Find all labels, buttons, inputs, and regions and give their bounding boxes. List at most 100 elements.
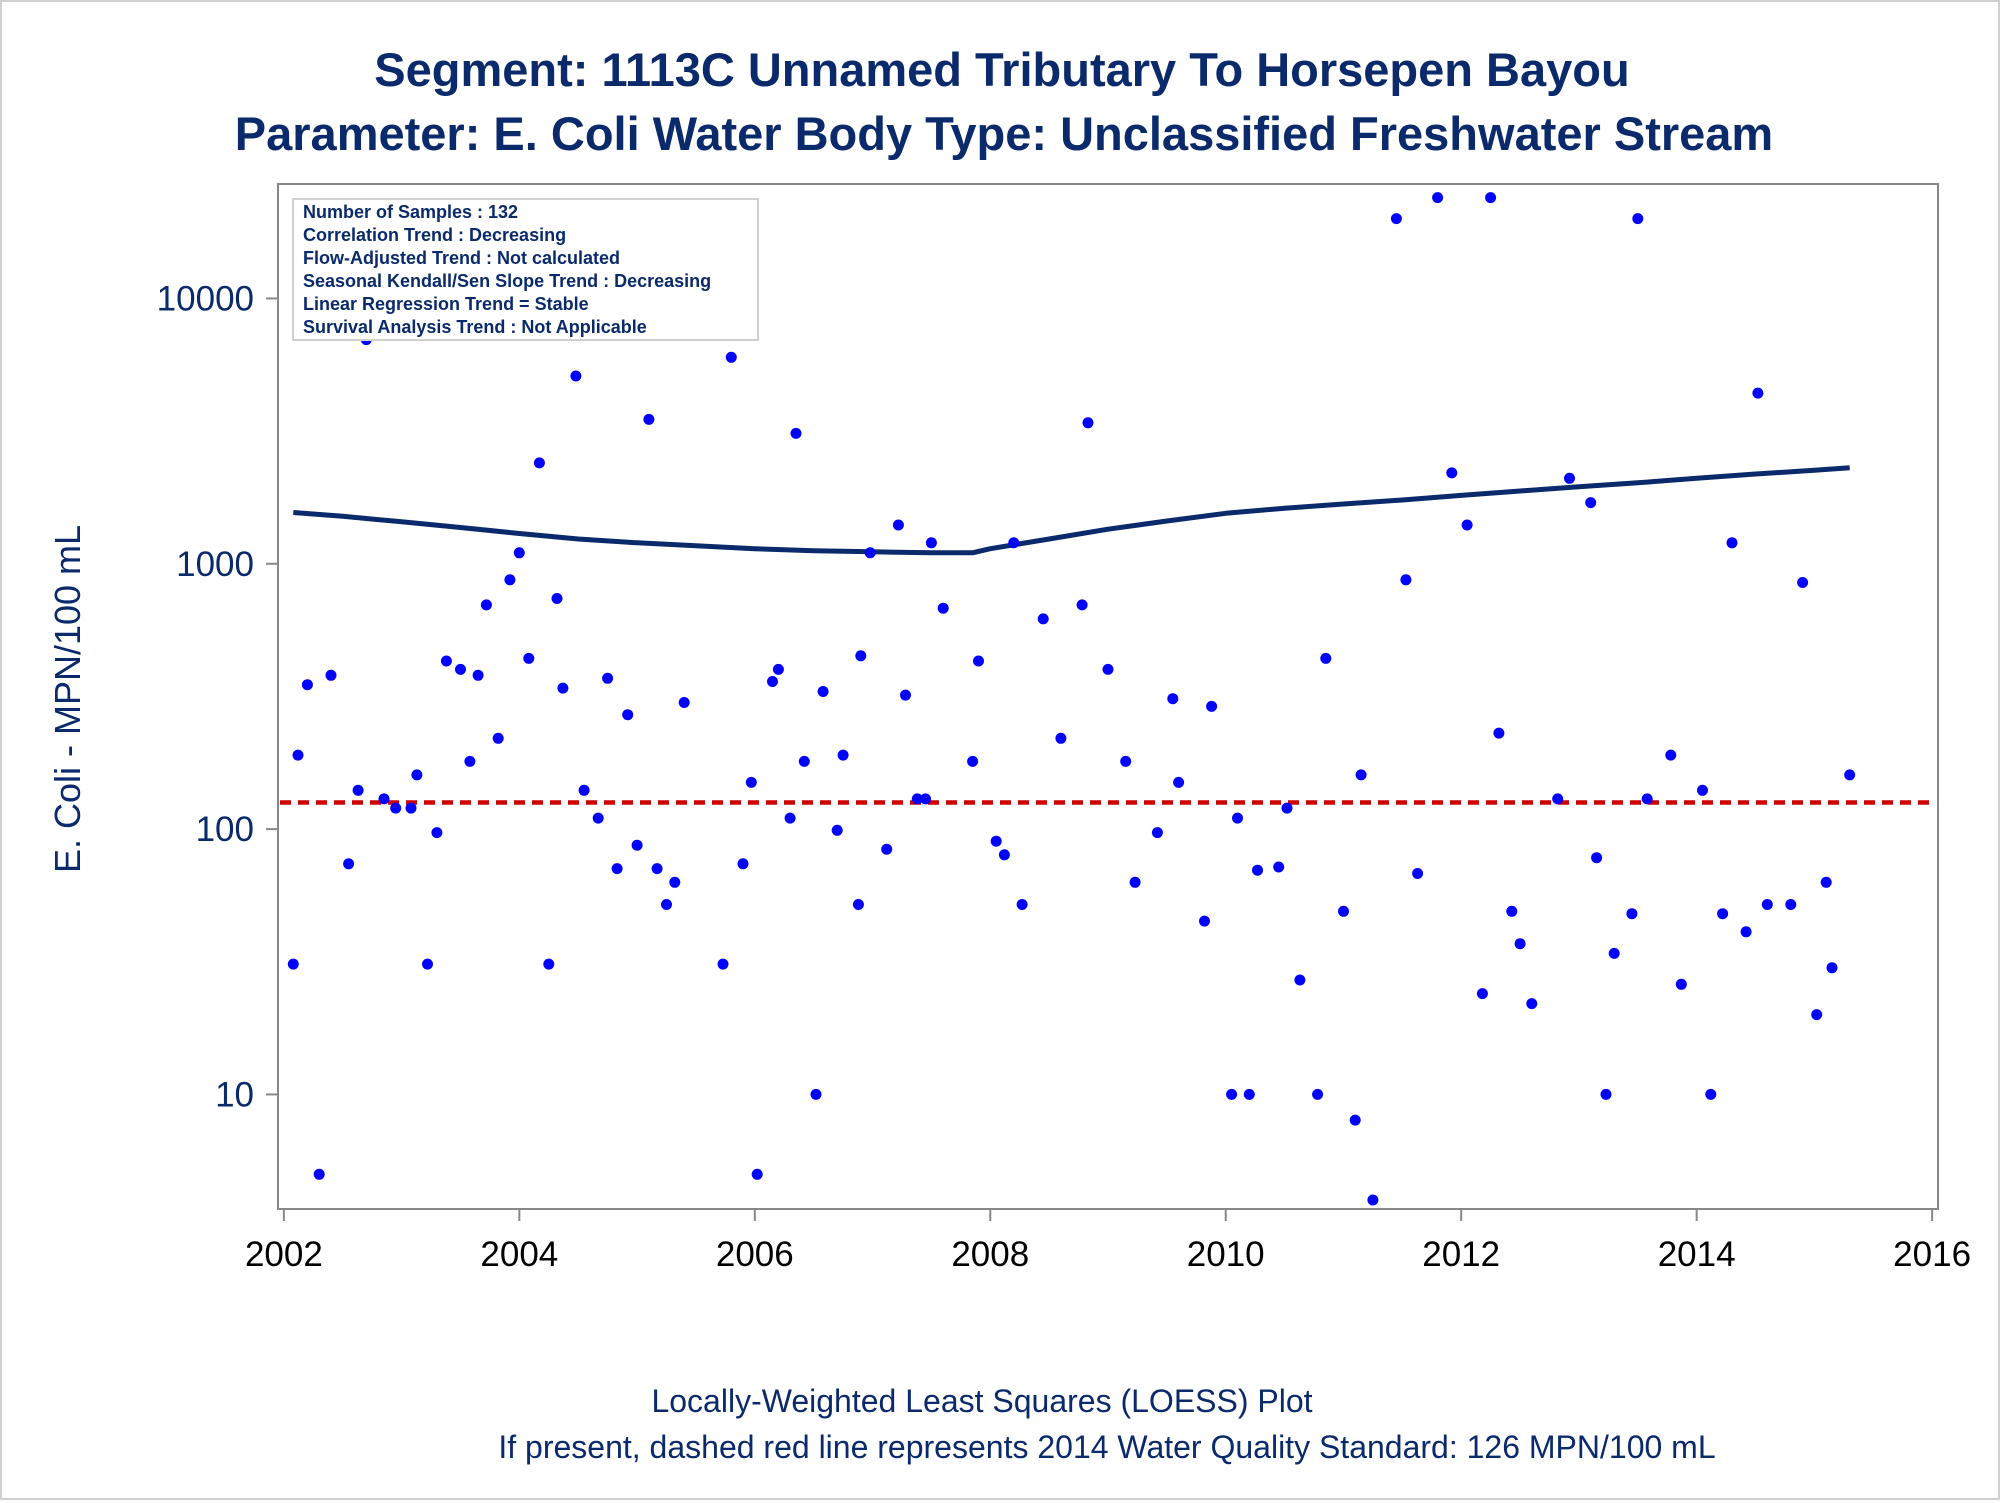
sample-point (998, 849, 1010, 861)
sample-point (837, 749, 849, 761)
footnote-standard: If present, dashed red line represents 2… (498, 1429, 1715, 1465)
sample-point (455, 663, 466, 675)
sample-point (1485, 192, 1497, 204)
sample-point (1493, 727, 1505, 739)
sample-point (1173, 776, 1185, 788)
sample-point (622, 709, 634, 721)
sample-point (1102, 663, 1114, 675)
sample-point (817, 686, 829, 697)
sample-point (737, 858, 749, 870)
sample-point (631, 839, 643, 851)
sample-point (1705, 1088, 1717, 1100)
sample-point (1826, 962, 1838, 974)
sample-point (1717, 908, 1729, 920)
sample-point (810, 1088, 822, 1100)
plot-border (277, 183, 1939, 1210)
sample-point (1476, 988, 1488, 1000)
sample-point (1526, 998, 1538, 1010)
chart-title-line1: Segment: 1113C Unnamed Tributary To Hors… (374, 43, 1629, 96)
x-tick-label: 2014 (1658, 1235, 1736, 1274)
sample-point (892, 519, 904, 531)
sample-point (1412, 868, 1424, 879)
sample-point (1632, 213, 1644, 225)
sample-point (937, 602, 949, 614)
sample-point (440, 655, 452, 667)
sample-point (925, 537, 937, 549)
sample-point (513, 547, 525, 559)
sample-point (661, 899, 672, 910)
x-tick-label: 2004 (480, 1235, 558, 1274)
sample-point (464, 755, 476, 767)
sample-point (492, 732, 504, 744)
sample-point (1243, 1088, 1255, 1100)
sample-point (1055, 732, 1067, 744)
stat-survival-analysis-trend: Survival Analysis Trend : Not Applicable (303, 317, 647, 337)
sample-point (881, 843, 893, 855)
sample-point (557, 682, 569, 694)
sample-point (1294, 974, 1306, 986)
sample-point (325, 669, 337, 681)
y-tick-label: 1000 (176, 545, 254, 584)
sample-point (352, 784, 364, 796)
sample-point (301, 679, 313, 691)
stat-linear-regression-trend: Linear Regression Trend = Stable (303, 294, 589, 314)
sample-point (405, 802, 417, 814)
sample-point (651, 863, 663, 875)
sample-point (1120, 755, 1132, 767)
stats-box-border (292, 198, 759, 341)
stat-correlation-trend: Correlation Trend : Decreasing (303, 225, 566, 245)
stat-flow-adjusted-trend: Flow-Adjusted Trend : Not calculated (303, 248, 620, 268)
sample-point (855, 650, 867, 662)
sample-point (1752, 387, 1764, 399)
sample-point (1591, 852, 1603, 864)
sample-point (725, 351, 737, 363)
sample-point (717, 958, 729, 970)
sample-point (831, 824, 843, 836)
sample-point (1206, 700, 1218, 712)
sample-point (1552, 793, 1564, 805)
chart-title-line2: Parameter: E. Coli Water Body Type: Uncl… (235, 107, 1773, 160)
sample-point (1312, 1088, 1324, 1100)
sample-point (790, 427, 802, 439)
sample-point (343, 858, 355, 870)
sample-point (570, 370, 582, 382)
sample-point (1367, 1194, 1379, 1206)
sample-point (611, 863, 623, 875)
sample-point (1076, 599, 1088, 611)
x-tick-label: 2010 (1187, 1235, 1265, 1274)
sample-point (920, 793, 931, 805)
sample-point (1564, 472, 1575, 484)
sample-point (1761, 899, 1773, 910)
sample-point (990, 835, 1002, 847)
sample-point (287, 958, 299, 970)
sample-point (1390, 213, 1402, 225)
sample-point (973, 655, 984, 667)
sample-point (1226, 1088, 1238, 1100)
sample-point (422, 958, 433, 970)
x-tick-label: 2006 (716, 1235, 794, 1274)
sample-point (523, 652, 535, 664)
sample-point (1820, 876, 1832, 888)
sample-point (1585, 497, 1597, 509)
sample-point (1037, 613, 1049, 625)
sample-point (911, 793, 923, 805)
sample-point (1355, 769, 1367, 781)
sample-point (472, 669, 484, 681)
sample-point (533, 457, 545, 469)
sample-point (669, 876, 681, 888)
sample-point (1151, 827, 1163, 839)
sample-point (864, 547, 876, 559)
sample-point (602, 672, 614, 684)
sample-point (1665, 749, 1677, 761)
sample-point (1082, 417, 1094, 429)
sample-point (1199, 915, 1210, 927)
sample-point (1400, 574, 1412, 586)
sample-point (1232, 812, 1243, 824)
sample-point (1349, 1114, 1361, 1126)
sample-point (784, 812, 796, 824)
sample-point (1432, 192, 1444, 204)
sample-point (1797, 577, 1809, 588)
footnote-loess: Locally-Weighted Least Squares (LOESS) P… (651, 1383, 1312, 1419)
sample-point (1008, 537, 1020, 549)
sample-point (767, 676, 778, 687)
